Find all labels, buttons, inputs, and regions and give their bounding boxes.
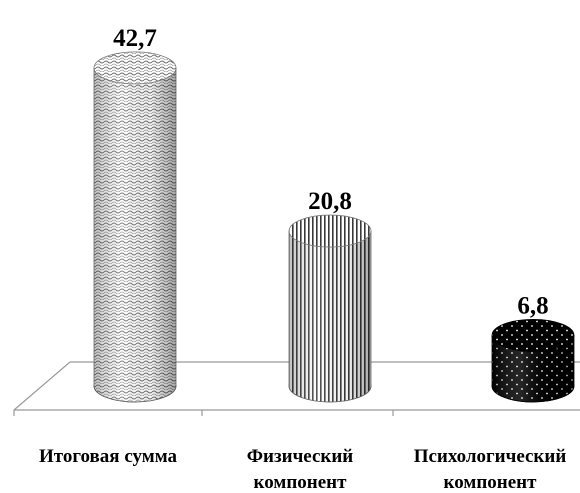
data-label: 6,8 (517, 292, 548, 319)
bar-outline (491, 335, 575, 403)
x-tick-label: Психологический (414, 446, 567, 467)
bar (288, 214, 372, 403)
bar (93, 51, 177, 403)
x-tick-label: Итоговая сумма (39, 446, 178, 467)
bar-outline (93, 67, 177, 403)
bars (93, 51, 575, 403)
x-tick-label: компонент (444, 472, 538, 493)
bar-top (288, 214, 372, 248)
floor-left-edge (13, 361, 71, 411)
bar-shade (492, 335, 574, 402)
x-tick-label: Физический (247, 446, 354, 467)
bar-top (93, 51, 177, 85)
value-labels: 42,7 20,8 6,8 (113, 25, 549, 319)
bar (491, 318, 575, 403)
x-tick-label: компонент (254, 472, 348, 493)
data-label: 42,7 (113, 25, 157, 52)
bar-shade (94, 67, 176, 402)
tick-labels: Итоговая сумма Физический компонент Психоло… (39, 446, 566, 493)
data-label: 20,8 (308, 188, 352, 215)
bar-top (491, 318, 575, 352)
bar-outline (288, 231, 372, 403)
bar-shade (289, 231, 371, 402)
